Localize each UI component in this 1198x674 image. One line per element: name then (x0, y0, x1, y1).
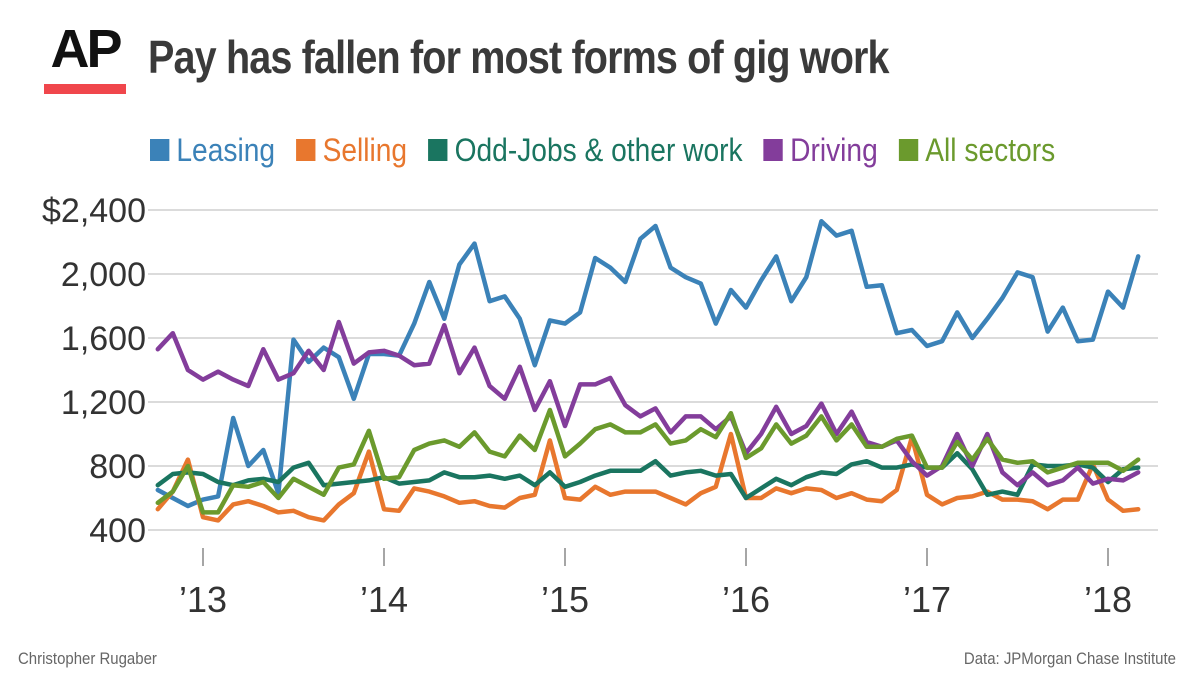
legend-swatch (898, 139, 919, 161)
series-line-odd-jobs-other-work (155, 450, 1141, 501)
source-text: Data: JPMorgan Chase Institute (963, 649, 1176, 668)
legend-label: Driving (790, 132, 878, 168)
legend-swatch (428, 139, 448, 161)
chart-legend: Leasing Selling Odd-Jobs & other work Drivi… (150, 128, 1076, 172)
legend-swatch (150, 139, 170, 161)
credit-text: Christopher Rugaber (18, 649, 157, 668)
legend-swatch (763, 139, 784, 161)
series-line-leasing (155, 218, 1141, 509)
legend-swatch (296, 139, 316, 161)
x-tick-label: ’16 (722, 579, 770, 620)
ap-logo: AP (44, 20, 126, 94)
series-lines (155, 218, 1141, 523)
y-tick-label: 1,200 (61, 384, 146, 422)
y-axis-ticks: 400 800 1,200 1,600 2,000 $2,400 (42, 192, 146, 550)
y-tick-label: 1,600 (61, 320, 146, 358)
legend-item-selling: Selling (296, 130, 407, 170)
ap-logo-bar (44, 84, 126, 94)
ap-logo-text: AP (50, 19, 122, 79)
legend-item-odd-jobs-other-work: Odd-Jobs & other work (428, 130, 743, 170)
chart-title: Pay has fallen for most forms of gig wor… (148, 31, 890, 83)
legend-label: Leasing (176, 132, 276, 168)
x-tick-label: ’14 (360, 579, 408, 620)
series-line-all-sectors (155, 407, 1141, 515)
legend-item-leasing: Leasing (150, 130, 275, 170)
y-tick-label: 800 (89, 448, 146, 486)
legend-item-all-sectors: All sectors (898, 130, 1056, 170)
legend-label: Selling (322, 132, 408, 168)
legend-item-driving: Driving (763, 130, 878, 170)
grid-lines (148, 209, 1158, 531)
y-tick-label: 400 (89, 512, 146, 550)
x-axis-ticks: ’13 ’14 ’15 ’16 ’17 ’18 (179, 548, 1132, 620)
legend-label: Odd-Jobs & other work (454, 132, 743, 168)
x-tick-label: ’18 (1084, 579, 1132, 620)
x-tick-label: ’15 (541, 579, 589, 620)
x-tick-label: ’17 (903, 579, 951, 620)
series-line-selling (155, 431, 1141, 523)
y-tick-label: 2,000 (61, 256, 146, 294)
series-line-driving (155, 319, 1141, 488)
x-tick-label: ’13 (179, 579, 227, 620)
legend-label: All sectors (925, 132, 1056, 168)
y-tick-label: $2,400 (42, 192, 146, 230)
